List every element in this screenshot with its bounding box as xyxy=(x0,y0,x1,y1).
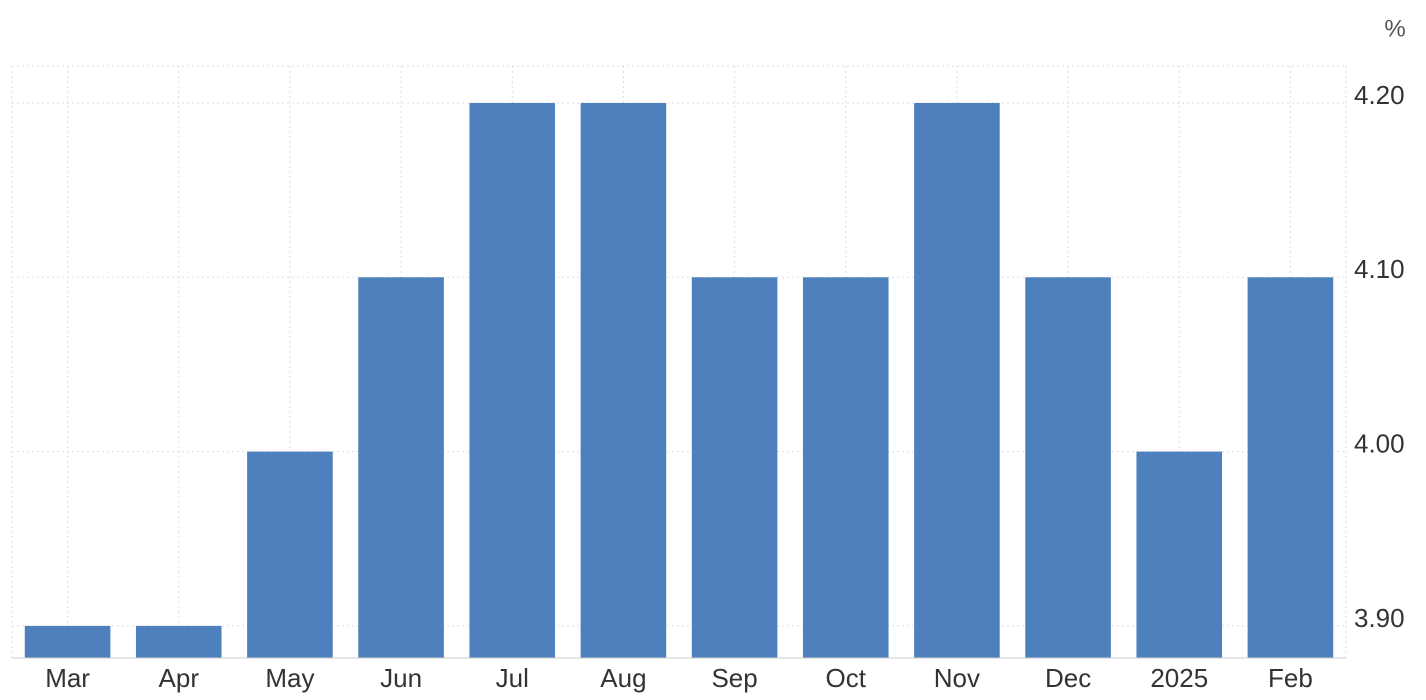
x-tick-label: Oct xyxy=(826,663,867,693)
x-tick-label: Aug xyxy=(600,663,646,693)
x-tick-label: Jul xyxy=(496,663,529,693)
bar xyxy=(358,277,444,658)
bar xyxy=(1247,277,1334,658)
y-tick-label: 3.90 xyxy=(1354,603,1405,633)
x-tick-label: Jun xyxy=(380,663,422,693)
bar xyxy=(135,625,222,658)
bar xyxy=(691,277,778,658)
bar xyxy=(1136,451,1223,658)
x-tick-label: Dec xyxy=(1045,663,1091,693)
x-tick-label: Feb xyxy=(1268,663,1313,693)
bar xyxy=(1025,277,1111,658)
x-tick-label: 2025 xyxy=(1150,663,1208,693)
bar xyxy=(914,102,1000,658)
bar xyxy=(247,451,333,658)
unit-label: % xyxy=(1384,15,1405,42)
x-tick-label: May xyxy=(265,663,314,693)
x-tick-label: Nov xyxy=(934,663,980,693)
x-tick-label: Apr xyxy=(159,663,200,693)
bar xyxy=(24,625,111,658)
bar xyxy=(580,102,667,658)
y-tick-label: 4.20 xyxy=(1354,80,1405,110)
y-tick-label: 4.10 xyxy=(1354,254,1405,284)
bar xyxy=(469,102,556,658)
x-tick-label: Mar xyxy=(45,663,90,693)
y-tick-label: 4.00 xyxy=(1354,428,1405,458)
x-tick-label: Sep xyxy=(711,663,757,693)
bar xyxy=(802,277,889,658)
